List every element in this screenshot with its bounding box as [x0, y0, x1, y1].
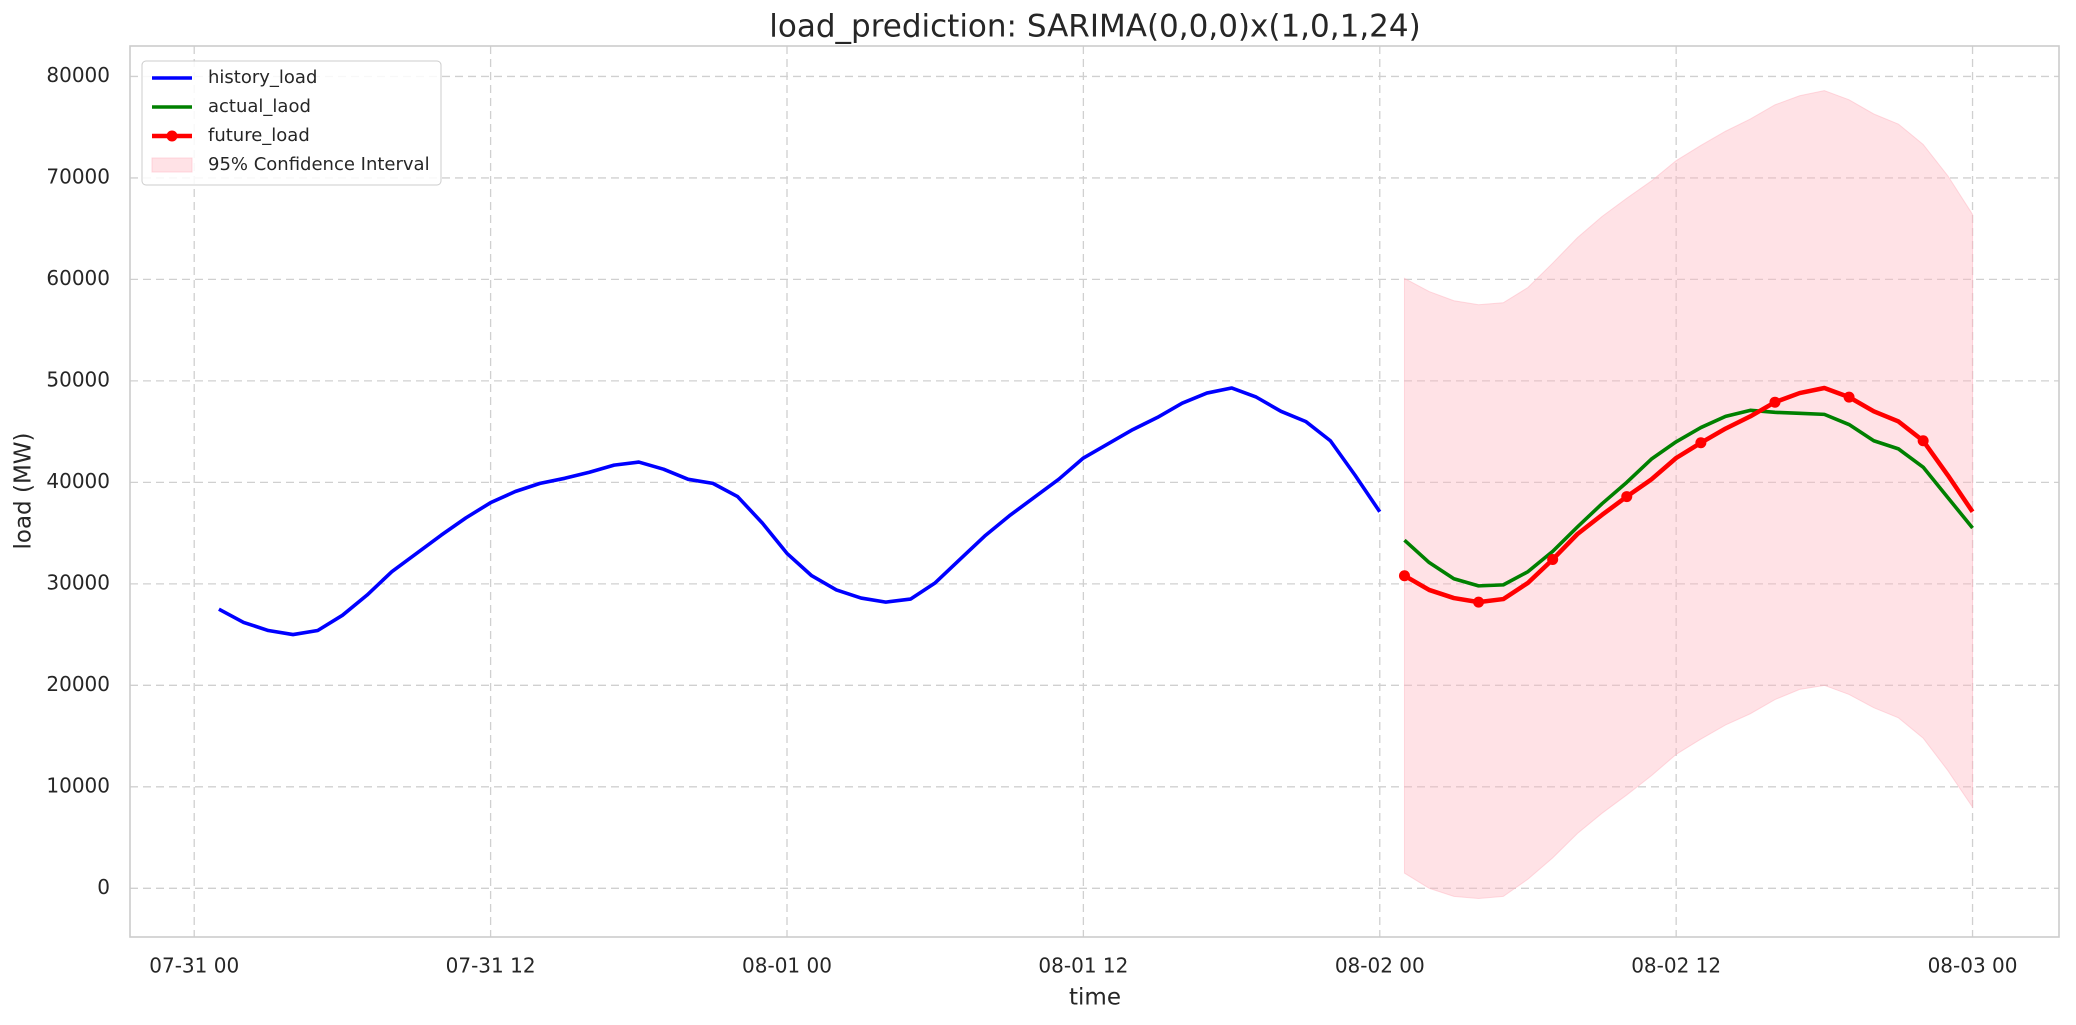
marker: [1695, 437, 1707, 449]
marker: [1547, 553, 1559, 565]
legend-label: 95% Confidence Interval: [208, 154, 430, 175]
y-tick-label: 70000: [46, 164, 110, 188]
x-tick-label: 08-01 00: [742, 954, 832, 978]
marker: [1917, 435, 1929, 447]
series-line: [1403, 385, 1975, 605]
y-tick-label: 20000: [46, 672, 110, 696]
series-line: [1403, 408, 1974, 588]
x-tick-label: 07-31 12: [446, 954, 536, 978]
x-tick-label: 07-31 00: [149, 954, 239, 978]
x-tick-label: 08-01 12: [1038, 954, 1128, 978]
x-tick-label: 08-02 12: [1631, 954, 1721, 978]
x-tick-label: 08-02 00: [1335, 954, 1425, 978]
series-line: [218, 386, 1382, 637]
y-tick-label: 10000: [46, 773, 110, 797]
legend-box: [141, 60, 442, 186]
legend-label: actual_laod: [208, 96, 311, 117]
plot-frame: [129, 45, 2060, 938]
confidence-band: [1403, 90, 1974, 899]
marker: [1621, 491, 1633, 503]
y-tick-label: 0: [97, 875, 110, 899]
x-axis-label: time: [1069, 985, 1121, 1011]
marker: [1398, 570, 1410, 582]
y-tick-label: 30000: [46, 570, 110, 594]
marker: [1473, 596, 1485, 608]
y-tick-label: 80000: [46, 63, 110, 87]
y-tick-label: 50000: [46, 367, 110, 391]
legend-label: history_load: [208, 67, 317, 88]
legend-label: future_load: [208, 125, 310, 146]
legend-swatch: [151, 157, 193, 173]
chart-title: load_prediction: SARIMA(0,0,0)x(1,0,1,24…: [769, 9, 1420, 45]
y-tick-label: 40000: [46, 469, 110, 493]
marker: [1769, 396, 1781, 408]
legend-marker: [166, 130, 178, 142]
y-axis-label: load (MW): [11, 433, 37, 550]
marker: [1843, 391, 1855, 403]
y-tick-label: 60000: [46, 266, 110, 290]
x-tick-label: 08-03 00: [1928, 954, 2018, 978]
